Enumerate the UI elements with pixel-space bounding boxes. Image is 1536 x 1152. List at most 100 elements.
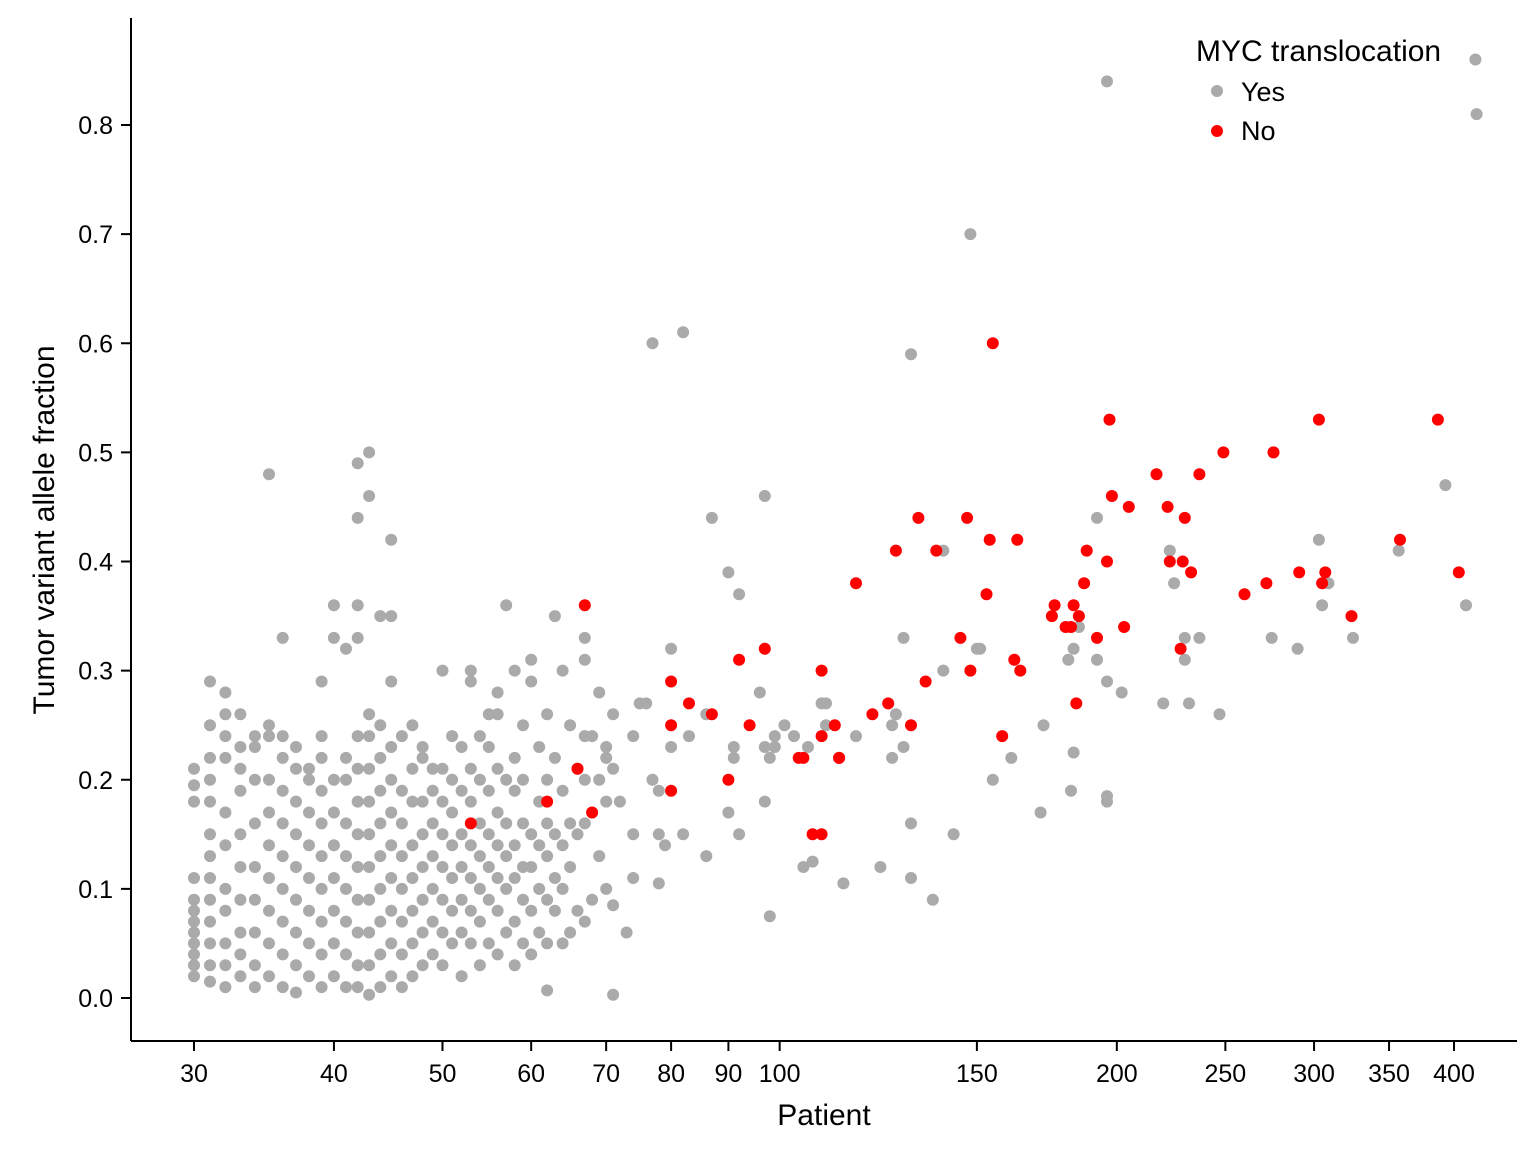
data-point	[315, 675, 328, 688]
data-point	[374, 817, 387, 830]
data-point	[303, 762, 315, 775]
data-point	[525, 948, 538, 961]
data-point	[446, 937, 459, 950]
data-point	[248, 959, 261, 972]
data-point	[406, 872, 419, 884]
data-point	[517, 937, 529, 950]
data-point	[204, 850, 216, 863]
data-point	[315, 948, 328, 961]
data-point	[234, 708, 247, 721]
data-point	[491, 839, 504, 852]
data-point	[1037, 719, 1050, 732]
data-point	[234, 828, 247, 841]
data-point	[351, 511, 364, 524]
data-point	[234, 762, 247, 775]
data-point	[1392, 544, 1405, 557]
x-tick-label: 300	[1293, 1060, 1335, 1088]
data-point	[455, 970, 468, 983]
data-point	[665, 784, 678, 797]
data-point	[727, 741, 740, 753]
data-point	[1014, 664, 1027, 677]
data-point	[525, 828, 538, 841]
data-point	[219, 959, 232, 972]
data-point	[315, 981, 328, 994]
data-point	[508, 839, 521, 852]
series-yes	[188, 53, 1483, 1001]
y-tick-label: 0.6	[78, 330, 113, 358]
data-point	[473, 730, 486, 743]
data-point	[1105, 490, 1118, 502]
data-point	[607, 899, 620, 912]
data-point	[385, 741, 398, 753]
data-point	[1193, 468, 1206, 481]
data-point	[363, 926, 376, 939]
data-point	[548, 904, 561, 917]
data-point	[1065, 784, 1077, 797]
data-point	[533, 882, 546, 895]
data-point	[548, 872, 561, 884]
data-point	[315, 730, 328, 743]
data-point	[351, 762, 364, 775]
data-point	[905, 719, 917, 732]
data-point	[919, 675, 932, 688]
data-point	[374, 850, 387, 863]
x-axis-title: Patient	[777, 1099, 871, 1132]
data-point	[426, 915, 439, 928]
legend-title: MYC translocation	[1196, 35, 1441, 68]
data-point	[1067, 599, 1080, 612]
data-point	[974, 642, 987, 655]
data-point	[374, 719, 387, 732]
data-point	[188, 904, 200, 917]
data-point	[815, 664, 828, 677]
data-point	[1101, 790, 1113, 803]
data-point	[276, 751, 289, 764]
data-point	[961, 511, 974, 524]
data-point	[1316, 599, 1329, 612]
data-point	[525, 904, 538, 917]
x-axis-ticks: 30 40 50 60 70 80 90 100 150 200 250 300 350 400	[180, 1041, 1475, 1088]
data-point	[1260, 577, 1273, 590]
data-point	[340, 773, 352, 786]
data-point	[500, 882, 513, 895]
y-tick-label: 0.2	[78, 767, 113, 795]
data-point	[263, 468, 275, 481]
data-point	[188, 872, 200, 884]
data-point	[248, 893, 261, 906]
data-point	[374, 882, 387, 895]
data-point	[886, 719, 899, 732]
data-point	[753, 686, 766, 699]
data-point	[1217, 446, 1230, 459]
data-point	[1470, 108, 1483, 121]
data-point	[613, 795, 626, 808]
x-tick-label: 50	[429, 1060, 457, 1088]
data-point	[533, 839, 546, 852]
data-point	[600, 741, 613, 753]
data-point	[473, 915, 486, 928]
data-point	[464, 937, 477, 950]
x-tick-label: 400	[1433, 1060, 1475, 1088]
y-axis-ticks: 0.0 0.1 0.2 0.3 0.4 0.5 0.6 0.7 0.8	[78, 112, 131, 1013]
data-point	[508, 872, 521, 884]
data-point	[385, 610, 398, 623]
legend-label-no: No	[1241, 116, 1276, 146]
data-point	[204, 773, 216, 786]
data-point	[416, 959, 429, 972]
data-point	[327, 839, 340, 852]
data-point	[1101, 675, 1113, 688]
legend-label-yes: Yes	[1241, 77, 1285, 107]
data-point	[1150, 468, 1163, 481]
data-point	[340, 850, 352, 863]
data-point	[665, 642, 678, 655]
data-point	[327, 599, 340, 612]
data-point	[363, 959, 376, 972]
data-point	[234, 948, 247, 961]
data-point	[351, 893, 364, 906]
data-point	[219, 730, 232, 743]
data-point	[578, 653, 591, 666]
data-point	[930, 544, 943, 557]
legend-marker-yes	[1211, 85, 1223, 97]
data-point	[446, 904, 459, 917]
data-point	[351, 981, 364, 994]
data-point	[500, 850, 513, 863]
